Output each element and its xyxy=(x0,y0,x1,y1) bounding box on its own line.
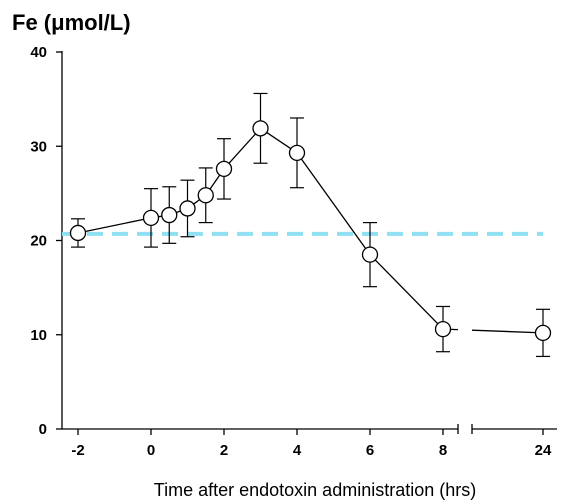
chart-title: Fe (μmol/L) xyxy=(12,10,131,35)
series-segment xyxy=(223,127,261,170)
data-point xyxy=(197,187,214,204)
x-tick-label: 24 xyxy=(535,442,552,459)
x-ticks: -2 0 2 4 6 8 24 xyxy=(71,429,552,459)
y-tick-label: 0 xyxy=(39,421,47,438)
data-point xyxy=(288,144,306,161)
y-tick-label: 40 xyxy=(30,44,47,61)
x-tick-label: 2 xyxy=(220,442,228,459)
data-point xyxy=(161,206,178,224)
x-tick-label: -2 xyxy=(71,442,84,459)
data-point xyxy=(69,224,87,242)
data-point xyxy=(434,320,452,338)
x-axis xyxy=(62,424,557,434)
y-tick-label: 10 xyxy=(30,327,47,344)
data-point xyxy=(361,246,379,263)
series-iron xyxy=(69,92,552,358)
data-point xyxy=(252,120,269,137)
y-tick-label: 30 xyxy=(30,138,47,155)
data-point xyxy=(142,209,160,227)
data-point xyxy=(534,324,552,342)
x-tick-label: 6 xyxy=(366,442,374,459)
series-segment xyxy=(471,329,544,334)
data-point xyxy=(215,160,233,178)
x-tick-label: 0 xyxy=(147,442,155,459)
series-segment xyxy=(77,217,152,234)
data-point xyxy=(179,200,196,217)
series-segment xyxy=(369,254,444,330)
y-ticks: 0 10 20 30 40 xyxy=(30,44,62,438)
series-segment xyxy=(296,152,371,256)
x-axis-label: Time after endotoxin administration (hrs… xyxy=(154,480,476,500)
x-tick-label: 4 xyxy=(293,442,302,459)
y-tick-label: 20 xyxy=(30,233,47,250)
x-tick-label: 8 xyxy=(439,442,447,459)
